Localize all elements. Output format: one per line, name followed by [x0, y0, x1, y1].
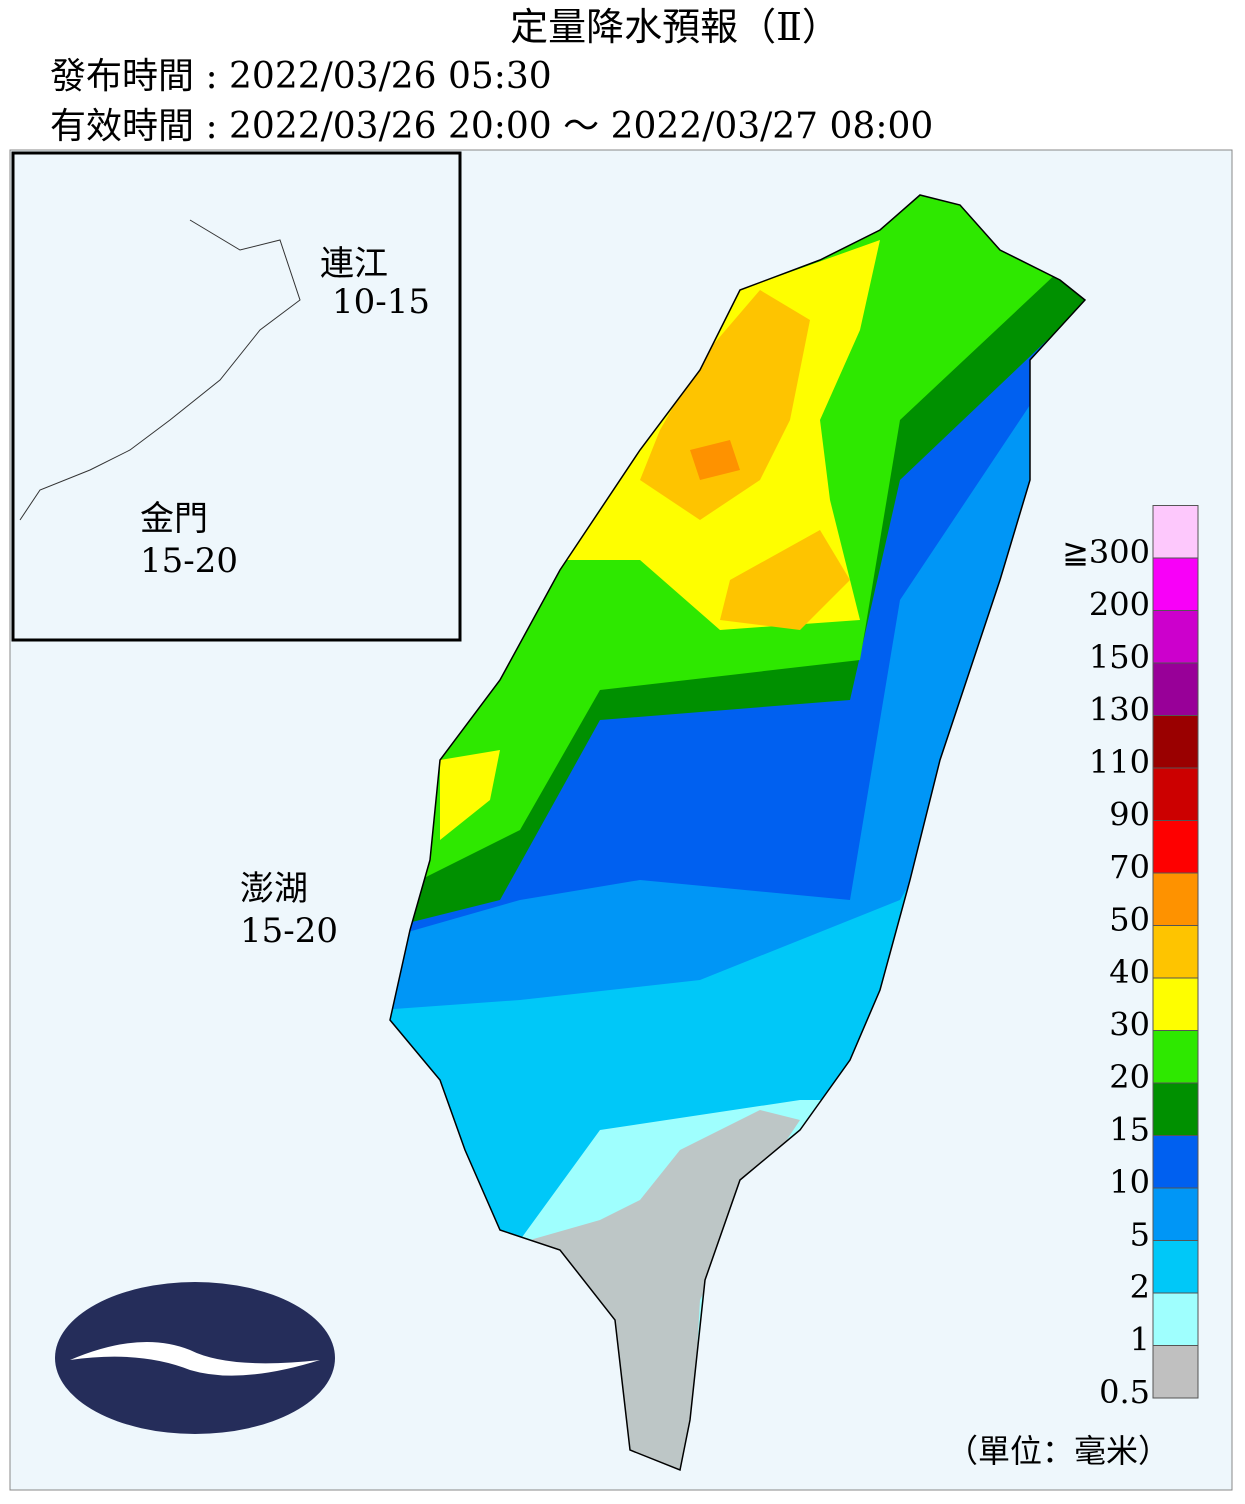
legend-label: 5 — [1130, 1216, 1150, 1254]
legend-swatch — [1152, 767, 1199, 821]
island-range: 15-20 — [140, 541, 238, 581]
legend-swatch — [1152, 872, 1199, 926]
unit: （單位：毫米） — [946, 1432, 1170, 1470]
legend-swatch — [1152, 925, 1199, 979]
legend-swatch — [1152, 505, 1199, 559]
legend-swatch — [1152, 1240, 1199, 1294]
island-name: 澎湖 — [240, 869, 308, 909]
legend-label: 110 — [1089, 743, 1150, 781]
island-name: 金門 — [140, 499, 208, 539]
island-range: 10-15 — [332, 282, 430, 322]
legend-swatch — [1152, 1082, 1199, 1136]
legend-label: 15 — [1109, 1111, 1150, 1149]
island-labels: 連江 10-15 金門 15-20 澎湖 15-20 — [140, 244, 430, 951]
legend-label: 150 — [1089, 638, 1150, 676]
legend-swatch — [1152, 1292, 1199, 1346]
legend-label: 30 — [1109, 1006, 1150, 1044]
legend-label: 2 — [1130, 1268, 1150, 1306]
legend-label: 1 — [1130, 1321, 1150, 1359]
legend-label: 20 — [1109, 1058, 1150, 1096]
legend-label: 40 — [1109, 953, 1150, 991]
issued-time: 發布時間 : 2022/03/26 05:30 — [50, 56, 552, 97]
legend-swatch — [1152, 662, 1199, 716]
legend: 0.5 1 2 5 10 15 20 30 40 50 70 90 110 130 150 200 ≧300 — [1062, 505, 1199, 1411]
title: 定量降水預報（Ⅱ） — [510, 5, 840, 49]
legend-label: 130 — [1089, 691, 1150, 729]
legend-label: 200 — [1089, 586, 1150, 624]
legend-label: 0.5 — [1099, 1373, 1150, 1411]
legend-label: 50 — [1109, 901, 1150, 939]
inset-frame — [11, 151, 462, 642]
legend-swatch — [1152, 610, 1199, 664]
legend-swatch — [1152, 715, 1199, 769]
coastline — [389, 194, 1087, 1472]
logo-cloud — [70, 1342, 320, 1376]
legend-swatch — [1152, 1187, 1199, 1241]
legend-swatch — [1152, 1345, 1199, 1399]
legend-swatch — [1152, 1135, 1199, 1189]
legend-swatch — [1152, 977, 1199, 1031]
legend-swatch — [1152, 1030, 1199, 1084]
legend-label: ≧300 — [1062, 533, 1150, 571]
legend-label: 90 — [1109, 796, 1150, 834]
legend-swatch — [1152, 820, 1199, 874]
valid-time: 有效時間 : 2022/03/26 20:00 ～ 2022/03/27 08:… — [50, 106, 933, 147]
island-name: 連江 — [320, 244, 388, 284]
inset-coast — [19, 219, 301, 521]
island-range: 15-20 — [240, 911, 338, 951]
legend-swatch — [1152, 557, 1199, 611]
legend-label: 70 — [1109, 848, 1150, 886]
legend-label: 10 — [1109, 1163, 1150, 1201]
